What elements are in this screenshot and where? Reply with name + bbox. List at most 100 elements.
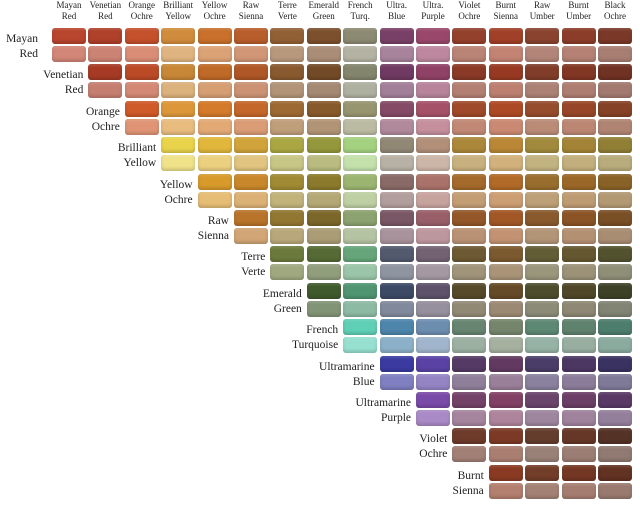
tint-swatch — [343, 228, 378, 244]
row-label: Burnt Sienna — [452, 469, 484, 497]
tint-swatch — [488, 264, 523, 281]
column-label: Burnt Sienna — [493, 0, 519, 21]
mix-swatch — [561, 319, 596, 336]
tint-swatch — [379, 300, 414, 317]
tint-swatch — [488, 373, 523, 390]
tint-swatch — [452, 155, 487, 172]
mix-swatch — [561, 246, 596, 263]
mix-swatch — [52, 28, 86, 44]
tint-swatch — [452, 373, 487, 390]
mix-swatch — [379, 137, 414, 154]
mix-swatch — [488, 64, 523, 81]
mix-swatch — [343, 319, 378, 336]
column-label: Brilliant Yellow — [163, 0, 194, 21]
tint-swatch — [416, 46, 450, 62]
mix-swatch — [343, 137, 378, 154]
mix-swatch — [488, 210, 523, 226]
column-label: Orange Ochre — [128, 0, 156, 21]
tint-swatch — [525, 300, 560, 317]
mix-swatch — [598, 428, 632, 445]
row-label: Emerald Green — [262, 287, 302, 315]
column-label: Raw Umber — [529, 0, 555, 21]
mix-swatch — [197, 28, 232, 44]
mix-swatch — [343, 210, 378, 226]
mix-swatch — [379, 355, 414, 372]
mix-swatch — [525, 282, 560, 299]
mix-swatch — [598, 173, 632, 190]
mix-swatch — [561, 392, 596, 408]
mix-swatch — [379, 100, 414, 117]
column-label: Emerald Green — [308, 0, 340, 21]
mix-swatch — [598, 210, 632, 226]
tint-swatch — [452, 337, 487, 354]
mix-swatch — [234, 137, 268, 154]
mix-swatch — [124, 100, 159, 117]
tint-swatch — [598, 446, 632, 463]
tint-swatch — [124, 118, 159, 135]
mix-swatch — [416, 355, 450, 372]
mix-swatch — [598, 392, 632, 408]
mix-swatch — [561, 355, 596, 372]
tint-swatch — [598, 410, 632, 426]
mix-swatch — [343, 100, 378, 117]
row-label: Brilliant Yellow — [117, 142, 157, 170]
mix-swatch — [452, 246, 487, 263]
tint-swatch — [598, 373, 632, 390]
tint-swatch — [379, 118, 414, 135]
row-label: Terre Verte — [241, 251, 266, 279]
mix-swatch — [561, 464, 596, 481]
column-label: Venetian Red — [89, 0, 122, 21]
mix-swatch — [561, 28, 596, 44]
tint-swatch — [452, 446, 487, 463]
mix-swatch — [598, 100, 632, 117]
mix-swatch — [306, 246, 341, 263]
mix-swatch — [161, 100, 196, 117]
tint-swatch — [234, 82, 268, 99]
tint-swatch — [561, 337, 596, 354]
tint-swatch — [197, 82, 232, 99]
tint-swatch — [488, 118, 523, 135]
mix-swatch — [270, 28, 305, 44]
tint-swatch — [270, 191, 305, 208]
mix-swatch — [488, 246, 523, 263]
column-label: Violet Ochre — [458, 0, 481, 21]
mix-swatch — [525, 319, 560, 336]
mix-swatch — [452, 173, 487, 190]
tint-swatch — [379, 337, 414, 354]
tint-swatch — [598, 46, 632, 62]
mix-swatch — [416, 173, 450, 190]
tint-swatch — [161, 82, 196, 99]
tint-swatch — [379, 155, 414, 172]
tint-swatch — [343, 118, 378, 135]
tint-swatch — [488, 300, 523, 317]
mix-swatch — [452, 282, 487, 299]
mix-swatch — [270, 210, 305, 226]
mix-swatch — [416, 210, 450, 226]
mix-swatch — [598, 319, 632, 336]
tint-swatch — [598, 82, 632, 99]
tint-swatch — [525, 264, 560, 281]
tint-swatch — [124, 82, 159, 99]
tint-swatch — [234, 118, 268, 135]
mix-swatch — [234, 173, 268, 190]
tint-swatch — [343, 82, 378, 99]
tint-swatch — [525, 373, 560, 390]
mix-swatch — [488, 464, 523, 481]
tint-swatch — [488, 155, 523, 172]
mix-swatch — [525, 100, 560, 117]
mix-swatch — [598, 355, 632, 372]
mix-swatch — [379, 173, 414, 190]
mix-swatch — [488, 355, 523, 372]
tint-swatch — [416, 300, 450, 317]
row-label: Ultramarine Blue — [319, 360, 375, 388]
tint-swatch — [234, 228, 268, 244]
tint-swatch — [561, 446, 596, 463]
mix-swatch — [598, 464, 632, 481]
tint-swatch — [598, 155, 632, 172]
tint-swatch — [452, 82, 487, 99]
mix-swatch — [270, 246, 305, 263]
tint-swatch — [416, 191, 450, 208]
mix-swatch — [343, 173, 378, 190]
tint-swatch — [561, 191, 596, 208]
tint-swatch — [416, 373, 450, 390]
